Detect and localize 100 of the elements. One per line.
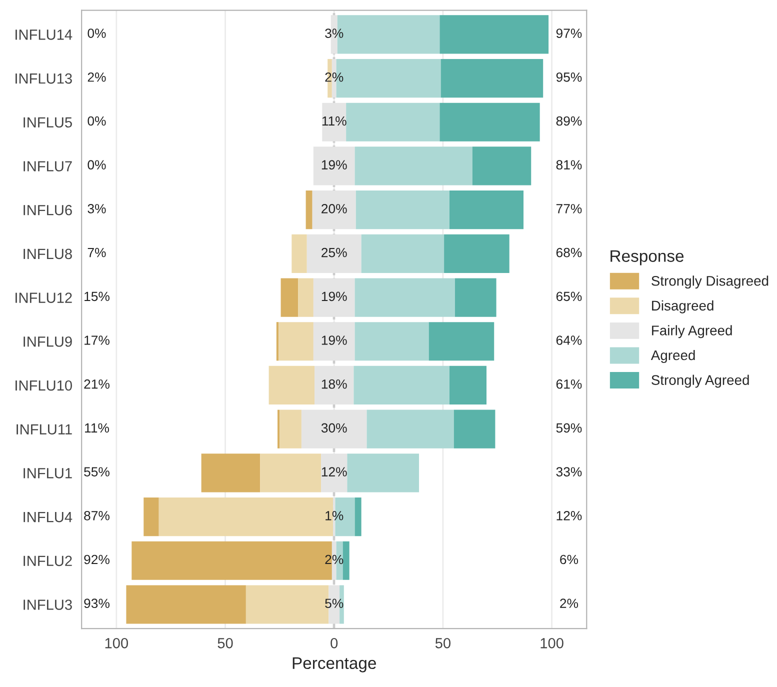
x-tick-label: 100	[105, 638, 128, 648]
bar	[449, 366, 486, 405]
annotation: 93%	[84, 598, 110, 608]
bar	[356, 190, 450, 230]
annotation: 61%	[556, 379, 582, 389]
annotation: 68%	[556, 248, 582, 258]
x-tick-label: 50	[435, 638, 450, 648]
annotation: 1%	[326, 511, 344, 520]
annotation: 15%	[84, 292, 110, 302]
annotation: 5%	[325, 598, 344, 608]
bar	[278, 322, 314, 361]
annotation: 6%	[560, 554, 578, 564]
annotation: 0%	[88, 160, 106, 170]
y-tick-label: INFLU5	[24, 117, 72, 128]
x-tick-label: 100	[540, 638, 564, 648]
bar	[276, 322, 279, 361]
annotation: 81%	[556, 160, 582, 170]
annotation: 7%	[88, 248, 106, 258]
y-tick-label: INFLU14	[16, 30, 72, 40]
annotation: 87%	[84, 510, 110, 520]
y-tick-label: INFLU9	[24, 336, 72, 347]
annotation: 11%	[85, 423, 109, 433]
bar	[260, 454, 322, 492]
bar	[342, 541, 350, 580]
annotation: 95%	[556, 72, 582, 82]
annotation: 21%	[84, 379, 110, 389]
annotation: 18%	[322, 379, 347, 389]
bar	[354, 366, 450, 405]
annotation: 12%	[322, 467, 347, 476]
legend-label: Fairly Agreed	[652, 325, 732, 338]
annotation: 17%	[84, 336, 110, 345]
annotation: 12%	[556, 510, 582, 520]
bar	[292, 234, 307, 273]
bar	[472, 146, 532, 186]
x-tick-label: 0	[330, 638, 338, 648]
annotation: 89%	[556, 116, 582, 126]
y-tick-label: INFLU2	[24, 556, 72, 566]
y-tick-label: INFLU11	[16, 424, 72, 435]
annotation: 2%	[560, 598, 578, 608]
annotation: 97%	[556, 28, 582, 38]
bar	[440, 102, 540, 142]
annotation: 19%	[322, 160, 347, 170]
y-tick-label: INFLU10	[16, 380, 72, 391]
y-tick-label: INFLU1	[24, 468, 72, 478]
bar	[366, 410, 454, 448]
bar	[440, 15, 549, 54]
annotation: 55%	[84, 467, 110, 476]
y-tick-label: INFLU7	[24, 161, 72, 172]
annotation: 3%	[88, 204, 106, 214]
bar	[280, 278, 298, 317]
annotation: 33%	[556, 467, 582, 476]
bar	[454, 278, 496, 317]
annotation: 0%	[88, 116, 106, 126]
bar	[144, 497, 159, 536]
bar	[347, 454, 420, 492]
bar	[306, 190, 312, 230]
bar	[354, 146, 472, 186]
bar	[449, 190, 524, 230]
annotation: 20%	[322, 204, 347, 214]
bar	[354, 278, 455, 317]
bar	[201, 454, 260, 492]
annotation: 2%	[88, 72, 106, 82]
annotation: 2%	[325, 72, 344, 82]
bar	[298, 278, 314, 317]
bar	[440, 58, 544, 98]
bar	[346, 102, 440, 142]
annotation: 19%	[322, 336, 347, 345]
bar	[444, 234, 510, 273]
bar	[428, 322, 494, 361]
annotation: 59%	[556, 423, 582, 433]
annotation: 30%	[321, 423, 347, 433]
y-tick-label: INFLU13	[16, 73, 72, 84]
y-tick-label: INFLU6	[24, 204, 72, 216]
annotation: 77%	[556, 204, 582, 214]
y-tick-label: INFLU12	[16, 292, 72, 303]
y-tick-label: INFLU8	[24, 248, 72, 260]
bar	[354, 322, 429, 361]
y-tick-label: INFLU3	[24, 600, 72, 610]
annotation: 64%	[556, 336, 582, 345]
bar	[454, 410, 496, 448]
annotation: 92%	[84, 554, 110, 564]
annotation: 65%	[556, 292, 582, 302]
annotation: 3%	[325, 28, 344, 38]
bar	[280, 410, 302, 448]
x-tick-label: 50	[218, 638, 233, 648]
legend-label: Strongly Agreed	[652, 374, 749, 388]
annotation: 11%	[322, 116, 346, 126]
bar	[268, 366, 315, 405]
legend-label: Disagreed	[652, 300, 714, 314]
bar	[126, 585, 246, 624]
annotation: 25%	[322, 248, 347, 258]
x-axis-title: Percentage	[292, 657, 376, 672]
y-tick-label: INFLU4	[24, 512, 72, 522]
bar	[361, 234, 444, 273]
legend-label: Agreed	[650, 350, 695, 363]
annotation: 0%	[88, 28, 106, 38]
legend-title: Response	[610, 250, 684, 266]
annotation: 19%	[322, 292, 347, 302]
bar	[354, 497, 362, 536]
legend-label: Strongly Disagreed	[652, 276, 768, 289]
